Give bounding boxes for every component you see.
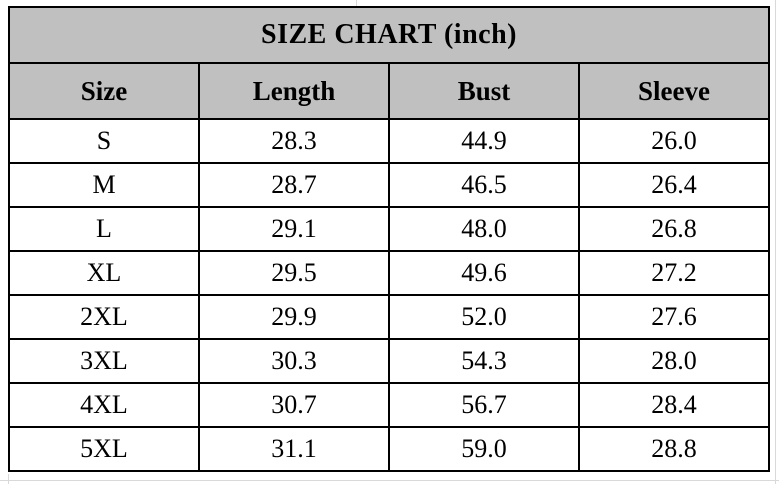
column-header-bust: Bust [388, 62, 580, 120]
margin-gridline [0, 480, 779, 481]
size-cell: 4XL [8, 382, 200, 428]
length-cell: 30.7 [198, 382, 390, 428]
table-title: SIZE CHART (inch) [8, 6, 770, 64]
size-cell: L [8, 206, 200, 252]
bust-cell: 49.6 [388, 250, 580, 296]
margin-gridline [8, 474, 9, 484]
table-row: S 28.3 44.9 26.0 [8, 118, 770, 164]
sleeve-cell: 28.4 [578, 382, 770, 428]
sleeve-cell: 27.2 [578, 250, 770, 296]
header-row: Size Length Bust Sleeve [8, 62, 770, 120]
table-row: 5XL 31.1 59.0 28.8 [8, 426, 770, 472]
sleeve-cell: 26.4 [578, 162, 770, 208]
sleeve-cell: 27.6 [578, 294, 770, 340]
sleeve-cell: 26.0 [578, 118, 770, 164]
length-cell: 28.3 [198, 118, 390, 164]
size-cell: 5XL [8, 426, 200, 472]
bust-cell: 48.0 [388, 206, 580, 252]
table-row: L 29.1 48.0 26.8 [8, 206, 770, 252]
column-header-size: Size [8, 62, 200, 120]
title-row: SIZE CHART (inch) [8, 6, 770, 64]
table-row: 4XL 30.7 56.7 28.4 [8, 382, 770, 428]
length-cell: 29.9 [198, 294, 390, 340]
length-cell: 28.7 [198, 162, 390, 208]
length-cell: 29.1 [198, 206, 390, 252]
margin-gridline [356, 0, 357, 7]
length-cell: 31.1 [198, 426, 390, 472]
size-cell: 2XL [8, 294, 200, 340]
size-cell: M [8, 162, 200, 208]
sleeve-cell: 28.8 [578, 426, 770, 472]
table-row: M 28.7 46.5 26.4 [8, 162, 770, 208]
bust-cell: 54.3 [388, 338, 580, 384]
sleeve-cell: 28.0 [578, 338, 770, 384]
column-header-length: Length [198, 62, 390, 120]
size-chart-table: SIZE CHART (inch) Size Length Bust Sleev… [8, 6, 770, 472]
sleeve-cell: 26.8 [578, 206, 770, 252]
bust-cell: 52.0 [388, 294, 580, 340]
length-cell: 29.5 [198, 250, 390, 296]
size-table-body: S 28.3 44.9 26.0 M 28.7 46.5 26.4 L 29.1 48.0 26.8 X… [8, 118, 770, 472]
bust-cell: 59.0 [388, 426, 580, 472]
size-cell: 3XL [8, 338, 200, 384]
margin-gridline [775, 0, 776, 484]
bust-cell: 44.9 [388, 118, 580, 164]
column-header-sleeve: Sleeve [578, 62, 770, 120]
length-cell: 30.3 [198, 338, 390, 384]
size-cell: XL [8, 250, 200, 296]
size-cell: S [8, 118, 200, 164]
bust-cell: 46.5 [388, 162, 580, 208]
table-row: 3XL 30.3 54.3 28.0 [8, 338, 770, 384]
table-row: XL 29.5 49.6 27.2 [8, 250, 770, 296]
table-row: 2XL 29.9 52.0 27.6 [8, 294, 770, 340]
bust-cell: 56.7 [388, 382, 580, 428]
